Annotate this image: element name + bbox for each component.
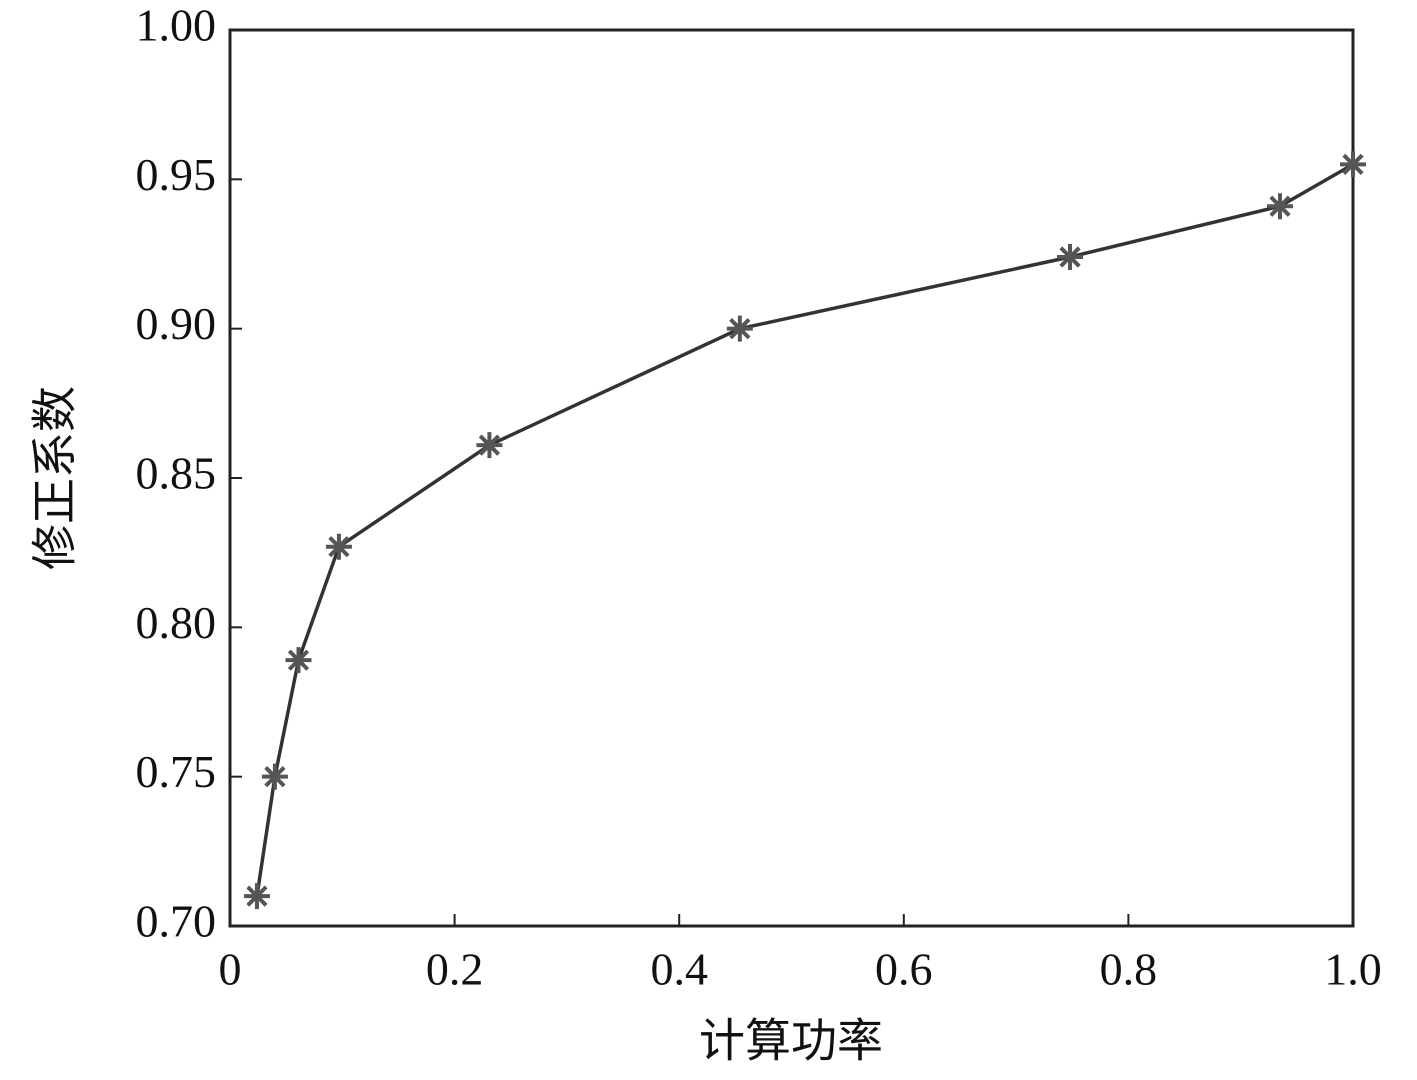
marker [1267, 193, 1294, 220]
y-tick-label: 0.85 [136, 448, 217, 499]
y-tick-label: 0.90 [136, 298, 217, 349]
y-axis-label: 修正系数 [30, 386, 81, 570]
marker [476, 432, 503, 459]
series-line [255, 162, 1354, 897]
marker [1340, 151, 1366, 178]
y-tick-label: 0.95 [136, 149, 217, 200]
x-axis-label: 计算功率 [699, 1016, 883, 1067]
y-tick-label: 0.80 [136, 597, 217, 648]
plot-frame [228, 28, 1355, 928]
marker [243, 883, 270, 910]
marker [1057, 243, 1083, 270]
y-tick-label: 0.75 [136, 746, 217, 797]
marker [285, 647, 312, 674]
x-tick-label: 0 [219, 944, 242, 995]
x-tick-label: 1.0 [1324, 944, 1382, 995]
marker [261, 763, 288, 790]
marker [325, 533, 352, 560]
x-tick-label: 0.4 [650, 944, 708, 995]
x-tick-label: 0.6 [875, 944, 933, 995]
marker [726, 315, 753, 342]
x-tick-label: 0.8 [1100, 944, 1158, 995]
x-tick-label: 0.2 [426, 944, 484, 995]
y-tick-label: 1.00 [136, 0, 217, 51]
y-tick-label: 0.70 [136, 896, 217, 947]
